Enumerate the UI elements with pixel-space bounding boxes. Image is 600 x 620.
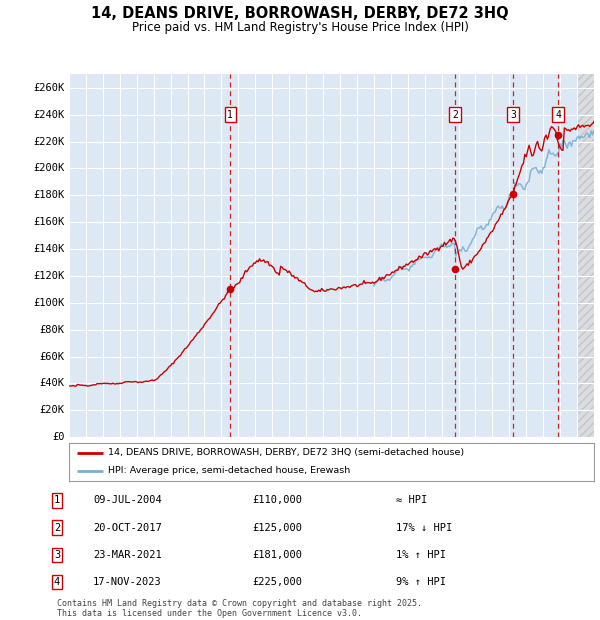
Text: 3: 3 bbox=[54, 550, 60, 560]
Text: 1999: 1999 bbox=[137, 446, 146, 469]
Text: 2003: 2003 bbox=[205, 446, 214, 469]
Text: 2020: 2020 bbox=[493, 446, 502, 469]
Text: 2002: 2002 bbox=[188, 446, 197, 469]
Text: £180K: £180K bbox=[34, 190, 65, 200]
Text: £220K: £220K bbox=[34, 136, 65, 146]
Text: 1997: 1997 bbox=[104, 446, 113, 469]
Text: 4: 4 bbox=[54, 577, 60, 587]
Text: HPI: Average price, semi-detached house, Erewash: HPI: Average price, semi-detached house,… bbox=[109, 466, 350, 476]
Text: 2025: 2025 bbox=[578, 446, 587, 469]
Text: 2022: 2022 bbox=[527, 446, 536, 469]
Text: £140K: £140K bbox=[34, 244, 65, 254]
Text: 2023: 2023 bbox=[544, 446, 553, 469]
Text: £20K: £20K bbox=[40, 405, 65, 415]
Text: 2024: 2024 bbox=[561, 446, 570, 469]
Text: 1: 1 bbox=[227, 110, 233, 120]
Text: 2011: 2011 bbox=[341, 446, 350, 469]
Text: 2014: 2014 bbox=[392, 446, 401, 469]
Text: 3: 3 bbox=[510, 110, 516, 120]
Text: £125,000: £125,000 bbox=[252, 523, 302, 533]
Text: 1996: 1996 bbox=[87, 446, 96, 469]
Text: 2016: 2016 bbox=[425, 446, 434, 469]
Text: 4: 4 bbox=[555, 110, 561, 120]
Text: £160K: £160K bbox=[34, 217, 65, 227]
Text: 2012: 2012 bbox=[358, 446, 367, 469]
Text: 2008: 2008 bbox=[290, 446, 299, 469]
Text: ≈ HPI: ≈ HPI bbox=[396, 495, 427, 505]
Text: 20-OCT-2017: 20-OCT-2017 bbox=[93, 523, 162, 533]
Text: 14, DEANS DRIVE, BORROWASH, DERBY, DE72 3HQ (semi-detached house): 14, DEANS DRIVE, BORROWASH, DERBY, DE72 … bbox=[109, 448, 464, 458]
Text: Price paid vs. HM Land Registry's House Price Index (HPI): Price paid vs. HM Land Registry's House … bbox=[131, 21, 469, 34]
Text: Contains HM Land Registry data © Crown copyright and database right 2025.
This d: Contains HM Land Registry data © Crown c… bbox=[57, 599, 422, 618]
Text: 2018: 2018 bbox=[460, 446, 469, 469]
Text: 17% ↓ HPI: 17% ↓ HPI bbox=[396, 523, 452, 533]
Text: 2009: 2009 bbox=[307, 446, 316, 469]
Text: £225,000: £225,000 bbox=[252, 577, 302, 587]
Text: 1995: 1995 bbox=[70, 446, 79, 469]
Text: 2017: 2017 bbox=[442, 446, 451, 469]
Text: 2001: 2001 bbox=[172, 446, 181, 469]
Text: 2021: 2021 bbox=[510, 446, 519, 469]
Text: £120K: £120K bbox=[34, 271, 65, 281]
Text: £40K: £40K bbox=[40, 378, 65, 388]
Text: 2000: 2000 bbox=[155, 446, 164, 469]
Text: £60K: £60K bbox=[40, 352, 65, 361]
Text: 1998: 1998 bbox=[121, 446, 130, 469]
Text: £80K: £80K bbox=[40, 325, 65, 335]
Text: 2: 2 bbox=[54, 523, 60, 533]
Text: 2006: 2006 bbox=[256, 446, 265, 469]
Text: 1: 1 bbox=[54, 495, 60, 505]
Text: 2007: 2007 bbox=[273, 446, 282, 469]
Text: £0: £0 bbox=[52, 432, 65, 442]
Text: £260K: £260K bbox=[34, 83, 65, 93]
Text: 2: 2 bbox=[452, 110, 458, 120]
Text: 2019: 2019 bbox=[476, 446, 485, 469]
Text: £181,000: £181,000 bbox=[252, 550, 302, 560]
Text: £100K: £100K bbox=[34, 298, 65, 308]
Text: 2005: 2005 bbox=[239, 446, 248, 469]
Text: 23-MAR-2021: 23-MAR-2021 bbox=[93, 550, 162, 560]
Text: £240K: £240K bbox=[34, 110, 65, 120]
Text: £110,000: £110,000 bbox=[252, 495, 302, 505]
Text: 14, DEANS DRIVE, BORROWASH, DERBY, DE72 3HQ: 14, DEANS DRIVE, BORROWASH, DERBY, DE72 … bbox=[91, 6, 509, 21]
Text: 2010: 2010 bbox=[324, 446, 333, 469]
Text: 9% ↑ HPI: 9% ↑ HPI bbox=[396, 577, 446, 587]
Text: £200K: £200K bbox=[34, 164, 65, 174]
Text: 2013: 2013 bbox=[374, 446, 383, 469]
Text: 2015: 2015 bbox=[409, 446, 418, 469]
Text: 1% ↑ HPI: 1% ↑ HPI bbox=[396, 550, 446, 560]
Text: 09-JUL-2004: 09-JUL-2004 bbox=[93, 495, 162, 505]
Text: 2004: 2004 bbox=[222, 446, 231, 469]
Text: 17-NOV-2023: 17-NOV-2023 bbox=[93, 577, 162, 587]
Bar bbox=[577, 74, 600, 437]
